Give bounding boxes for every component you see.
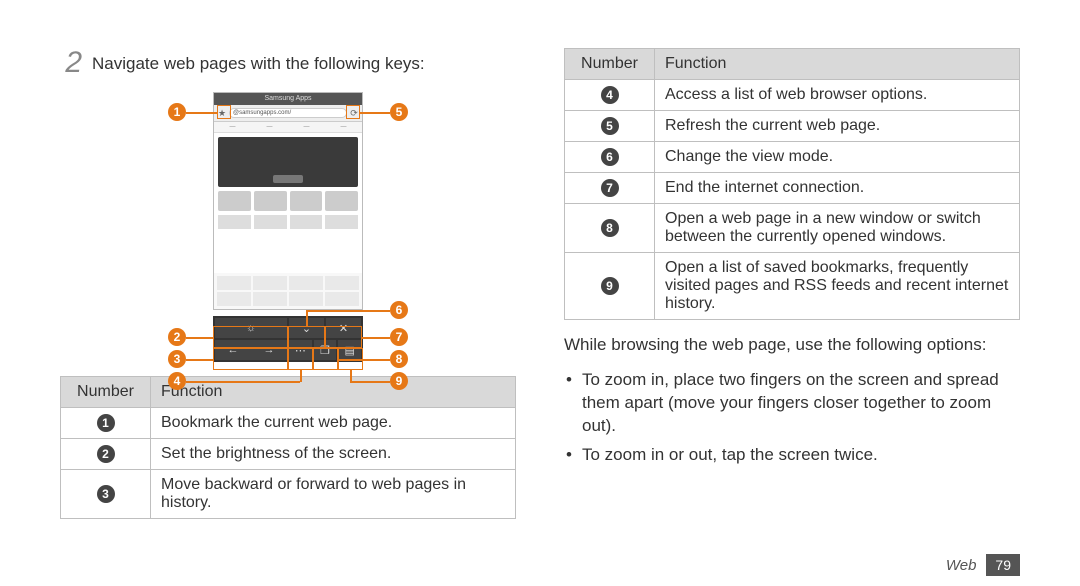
table-row: 6 Change the view mode. bbox=[565, 142, 1020, 173]
paragraph-intro: While browsing the web page, use the fol… bbox=[564, 334, 1020, 357]
table-row: 9 Open a list of saved bookmarks, freque… bbox=[565, 253, 1020, 320]
table-row: 7 End the internet connection. bbox=[565, 173, 1020, 204]
page-footer: Web 79 bbox=[946, 554, 1020, 576]
right-table: Number Function 4 Access a list of web b… bbox=[564, 48, 1020, 320]
toolbar-menu-icon: ⋯ bbox=[288, 339, 313, 361]
bullet-list: To zoom in, place two fingers on the scr… bbox=[564, 363, 1020, 467]
table-row: 8 Open a web page in a new window or swi… bbox=[565, 204, 1020, 253]
row-badge: 3 bbox=[97, 485, 115, 503]
callout-badge-1: 1 bbox=[168, 103, 186, 121]
table-row: 4 Access a list of web browser options. bbox=[565, 80, 1020, 111]
phone-mock: Samsung Apps ★ @samsungapps.com/ ⟳ ———— bbox=[213, 92, 363, 310]
step-number: 2 bbox=[60, 48, 82, 78]
th-function: Function bbox=[655, 49, 1020, 80]
row-func: Set the brightness of the screen. bbox=[151, 439, 516, 470]
toolbar-bookmarks-icon: ▤ bbox=[337, 339, 362, 361]
callout-badge-2: 2 bbox=[168, 328, 186, 346]
table-row: 3 Move backward or forward to web pages … bbox=[61, 470, 516, 519]
row-badge: 9 bbox=[601, 277, 619, 295]
left-table: Number Function 1 Bookmark the current w… bbox=[60, 376, 516, 519]
footer-section: Web bbox=[946, 557, 977, 574]
row-func: Move backward or forward to web pages in… bbox=[151, 470, 516, 519]
row-func: Open a web page in a new window or switc… bbox=[655, 204, 1020, 253]
phone-url-field: @samsungapps.com/ bbox=[229, 108, 347, 118]
th-function: Function bbox=[151, 377, 516, 408]
callout-badge-6: 6 bbox=[390, 301, 408, 319]
toolbar-viewmode-icon: ⌄ bbox=[288, 317, 325, 339]
toolbar-back-icon: ← bbox=[215, 344, 251, 356]
phone-banner bbox=[218, 137, 358, 187]
refresh-icon: ⟳ bbox=[349, 108, 359, 118]
phone-row2 bbox=[218, 215, 358, 229]
row-func: Access a list of web browser options. bbox=[655, 80, 1020, 111]
row-badge: 2 bbox=[97, 445, 115, 463]
table-row: 1 Bookmark the current web page. bbox=[61, 408, 516, 439]
callout-badge-3: 3 bbox=[168, 350, 186, 368]
toolbar-windows-icon: ❐ bbox=[313, 339, 338, 361]
row-func: Refresh the current web page. bbox=[655, 111, 1020, 142]
th-number: Number bbox=[61, 377, 151, 408]
phone-figure: Samsung Apps ★ @samsungapps.com/ ⟳ ———— bbox=[168, 92, 408, 362]
row-badge: 8 bbox=[601, 219, 619, 237]
list-item: To zoom in or out, tap the screen twice. bbox=[564, 444, 1020, 467]
row-func: End the internet connection. bbox=[655, 173, 1020, 204]
table-row: 2 Set the brightness of the screen. bbox=[61, 439, 516, 470]
row-badge: 7 bbox=[601, 179, 619, 197]
list-item: To zoom in, place two fingers on the scr… bbox=[564, 369, 1020, 438]
left-column: 2 Navigate web pages with the following … bbox=[60, 48, 516, 566]
row-badge: 5 bbox=[601, 117, 619, 135]
step-line: 2 Navigate web pages with the following … bbox=[60, 48, 516, 78]
callout-badge-8: 8 bbox=[390, 350, 408, 368]
right-column: Number Function 4 Access a list of web b… bbox=[564, 48, 1020, 566]
footer-page-number: 79 bbox=[986, 554, 1020, 576]
table-row: 5 Refresh the current web page. bbox=[565, 111, 1020, 142]
phone-content bbox=[214, 133, 362, 273]
row-badge: 1 bbox=[97, 414, 115, 432]
phone-toolbar: ☼ ⌄ ✕ ← → ⋯ ❐ ▤ bbox=[213, 316, 363, 362]
row-badge: 4 bbox=[601, 86, 619, 104]
th-number: Number bbox=[565, 49, 655, 80]
bookmark-star-icon: ★ bbox=[217, 108, 227, 118]
row-func: Bookmark the current web page. bbox=[151, 408, 516, 439]
toolbar-nav: ← → bbox=[214, 339, 288, 361]
row-func: Open a list of saved bookmarks, frequent… bbox=[655, 253, 1020, 320]
phone-tabs: ———— bbox=[214, 122, 362, 133]
phone-thumbs bbox=[218, 191, 358, 211]
toolbar-forward-icon: → bbox=[251, 344, 287, 356]
row-func: Change the view mode. bbox=[655, 142, 1020, 173]
phone-grid bbox=[214, 273, 362, 309]
phone-url-row: ★ @samsungapps.com/ ⟳ bbox=[214, 105, 362, 122]
row-badge: 6 bbox=[601, 148, 619, 166]
toolbar-close-icon: ✕ bbox=[325, 317, 362, 339]
phone-titlebar: Samsung Apps bbox=[214, 93, 362, 105]
callout-badge-5: 5 bbox=[390, 103, 408, 121]
toolbar-brightness-icon: ☼ bbox=[214, 317, 288, 339]
callout-badge-7: 7 bbox=[390, 328, 408, 346]
step-text: Navigate web pages with the following ke… bbox=[92, 48, 425, 74]
